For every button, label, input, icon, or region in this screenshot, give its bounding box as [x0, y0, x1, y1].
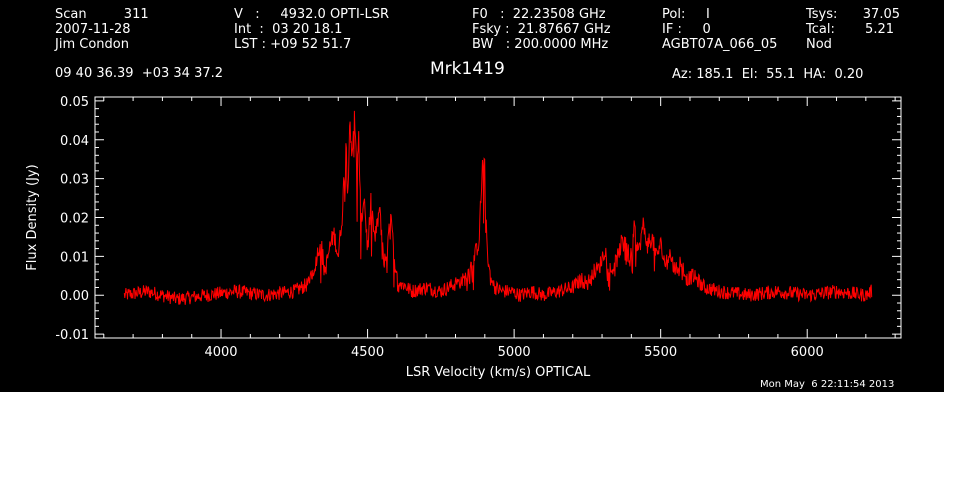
x-tick-label: 5500 [644, 345, 677, 360]
observation-date: 2007-11-28 [55, 22, 131, 37]
project-id: AGBT07A_066_05 [662, 37, 778, 52]
y-tick-label: 0.03 [60, 173, 89, 188]
tsys-label: Tsys: [806, 7, 838, 22]
y-tick-label: 0.04 [60, 134, 89, 149]
tcal-value: 5.21 [865, 22, 894, 37]
polarization: Pol: I [662, 7, 710, 22]
x-tick-label: 4000 [204, 345, 237, 360]
y-tick-label: 0.02 [60, 212, 89, 227]
x-tick-label: 6000 [791, 345, 824, 360]
tsys-value: 37.05 [862, 7, 900, 22]
spectrum-trace [123, 110, 873, 305]
x-tick-label: 5000 [498, 345, 531, 360]
integration-time: Int : 03 20 18.1 [234, 22, 343, 37]
if-number: IF : 0 [662, 22, 711, 37]
plot-panel [0, 0, 944, 392]
rest-frequency: F0 : 22.23508 GHz [472, 7, 606, 22]
sky-frequency: Fsky : 21.87667 GHz [472, 22, 611, 37]
procedure-label: Nod [806, 37, 832, 52]
y-tick-label: 0.01 [60, 250, 89, 265]
pointing-info: Az: 185.1 El: 55.1 HA: 0.20 [672, 67, 864, 82]
plot-frame [94, 96, 902, 339]
bandwidth: BW : 200.0000 MHz [472, 37, 609, 52]
spectrum-chart: 4000 4500 5000 5500 6000 -0.01 0.00 0.01 0.02 0.0… [25, 95, 902, 380]
observer-name: Jim Condon [55, 37, 129, 52]
y-tick-label: 0.00 [60, 289, 89, 304]
x-tick-label: 4500 [351, 345, 384, 360]
lst-info: LST : +09 52 51.7 [234, 37, 352, 52]
scan-number: Scan 311 [55, 7, 149, 22]
y-axis-label: Flux Density (Jy) [25, 164, 40, 270]
y-tick-label: 0.05 [60, 95, 89, 110]
y-tick-label: -0.01 [55, 328, 89, 343]
source-coordinates: 09 40 36.39 +03 34 37.2 [55, 66, 224, 81]
velocity-info: V : 4932.0 OPTI-LSR [234, 7, 390, 22]
x-axis-label: LSR Velocity (km/s) OPTICAL [406, 365, 591, 380]
source-name: Mrk1419 [430, 59, 505, 79]
plot-timestamp: Mon May 6 22:11:54 2013 [760, 379, 895, 390]
tcal-label: Tcal: [806, 22, 835, 37]
